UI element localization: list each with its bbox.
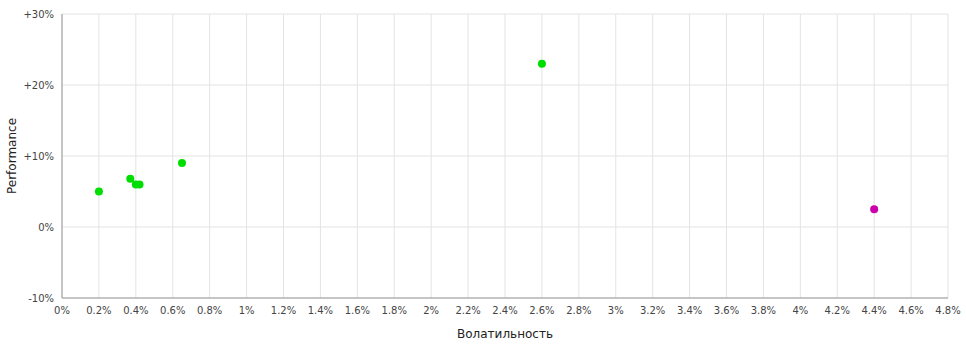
x-tick-label: 2.4% (492, 305, 517, 316)
plot-area (62, 14, 948, 298)
y-tick-label: +20% (23, 80, 54, 91)
x-tick-label: 0% (54, 305, 70, 316)
x-tick-label: 2.8% (566, 305, 591, 316)
y-tick-label: -10% (28, 293, 54, 304)
x-tick-label: 1.4% (308, 305, 333, 316)
point (538, 60, 546, 68)
chart-container: 0% 0.2% 0.4% 0.6% 0.8% 1% 1.2% 1.4% 1.6% 1.8% 2% 2.… (0, 0, 966, 350)
y-tick-label: 0% (38, 222, 54, 233)
x-tick-label: 3.8% (751, 305, 776, 316)
y-grid-line (62, 156, 948, 157)
y-tick-label: +30% (23, 9, 54, 20)
series (95, 60, 546, 196)
x-tick-label: 1.6% (345, 305, 370, 316)
x-grid-line (62, 14, 63, 298)
x-tick-label: 3% (608, 305, 624, 316)
y-axis-line (62, 14, 63, 298)
tick-labels: 0% 0.2% 0.4% 0.6% 0.8% 1% 1.2% 1.4% 1.6% 1.8% 2% 2.… (23, 9, 960, 317)
point (178, 159, 186, 167)
x-tick-label: 0.4% (123, 305, 148, 316)
x-tick-label: 4% (792, 305, 808, 316)
y-tick-label: +10% (23, 151, 54, 162)
x-tick-label: 0.8% (197, 305, 222, 316)
point (870, 205, 878, 213)
x-tick-label: 2% (423, 305, 439, 316)
x-tick-label: 3.4% (677, 305, 702, 316)
x-tick-label: 0.6% (160, 305, 185, 316)
y-axis-label: Performance (5, 118, 19, 194)
chart-svg: 0% 0.2% 0.4% 0.6% 0.8% 1% 1.2% 1.4% 1.6% 1.8% 2% 2.… (0, 0, 966, 350)
x-tick-label: 4.6% (898, 305, 923, 316)
x-tick-label: 4.8% (935, 305, 960, 316)
x-tick-label: 3.6% (714, 305, 739, 316)
x-tick-label: 1.8% (382, 305, 407, 316)
x-axis-line (62, 298, 948, 299)
point (136, 180, 144, 188)
y-grid-line (62, 227, 948, 228)
x-tick-label: 1.2% (271, 305, 296, 316)
x-tick-label: 4.4% (861, 305, 886, 316)
points (95, 60, 878, 214)
x-tick-label: 2.2% (455, 305, 480, 316)
x-tick-label: 2.6% (529, 305, 554, 316)
series (870, 205, 878, 213)
x-tick-label: 3.2% (640, 305, 665, 316)
grid (62, 14, 948, 298)
x-tick-label: 4.2% (825, 305, 850, 316)
x-axis-label: Волатильность (457, 327, 553, 341)
x-tick-label: 0.2% (86, 305, 111, 316)
y-grid-line (62, 85, 948, 86)
y-grid-line (62, 14, 948, 15)
y-grid-line (62, 298, 948, 299)
point (95, 188, 103, 196)
x-tick-label: 1% (239, 305, 255, 316)
